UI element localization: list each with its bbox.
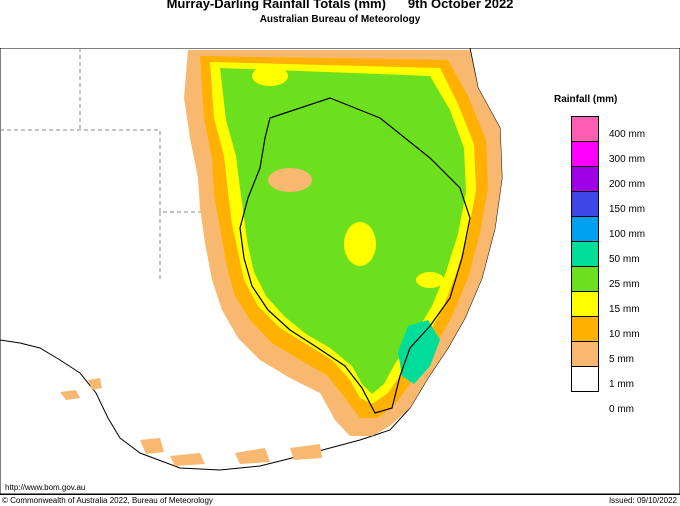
legend-label-150: 150 mm bbox=[609, 204, 646, 215]
legend-label-25: 25 mm bbox=[609, 279, 640, 290]
source-url: http://www.bom.gov.au bbox=[5, 483, 86, 492]
legend-swatch-1 bbox=[572, 367, 598, 391]
title-text: Murray-Darling Rainfall Totals (mm) bbox=[166, 0, 386, 11]
rain-yellow-patch-1 bbox=[344, 222, 376, 266]
legend-swatch-5 bbox=[572, 342, 598, 367]
legend-label-10: 10 mm bbox=[609, 329, 640, 340]
rain-50mm-zone bbox=[398, 320, 440, 384]
southern-coast-rain bbox=[60, 378, 322, 466]
copyright-notice: © Commonwealth of Australia 2022, Bureau… bbox=[2, 496, 213, 505]
legend-swatch-25 bbox=[572, 267, 598, 292]
legend-swatch-200 bbox=[572, 167, 598, 192]
legend-swatch-50 bbox=[572, 242, 598, 267]
legend-label-300: 300 mm bbox=[609, 154, 646, 165]
rain-patch-sa-1 bbox=[88, 378, 102, 390]
legend-swatch-100 bbox=[572, 217, 598, 242]
legend-title: Rainfall (mm) bbox=[554, 94, 618, 105]
legend-label-0: 0 mm bbox=[609, 404, 634, 415]
legend-label-15: 15 mm bbox=[609, 304, 640, 315]
rain-patch-vic-2 bbox=[170, 453, 205, 466]
basin-boundary bbox=[239, 97, 471, 414]
rain-dry-pocket bbox=[268, 168, 312, 192]
rain-patch-vic-3 bbox=[235, 448, 270, 464]
legend-label-50: 50 mm bbox=[609, 254, 640, 265]
rain-patch-vic-4 bbox=[290, 444, 322, 460]
legend-label-5: 5 mm bbox=[609, 354, 634, 365]
legend-swatch-15 bbox=[572, 292, 598, 317]
legend-label-200: 200 mm bbox=[609, 179, 646, 190]
title-date: 9th October 2022 bbox=[407, 0, 514, 11]
legend-label-100: 100 mm bbox=[609, 229, 646, 240]
legend-label-400: 400 mm bbox=[609, 129, 646, 140]
issued-date: Issued: 09/10/2022 bbox=[608, 496, 677, 505]
map-subtitle: Australian Bureau of Meteorology bbox=[259, 14, 421, 25]
rain-25mm-zone bbox=[220, 68, 466, 394]
map-title: Murray-Darling Rainfall Totals (mm) 9th O… bbox=[0, 0, 680, 11]
rain-patch-vic-1 bbox=[140, 438, 164, 454]
legend-swatch-300 bbox=[572, 142, 598, 167]
legend-label-1: 1 mm bbox=[609, 379, 634, 390]
rain-yellow-patch-3 bbox=[416, 272, 444, 288]
rainfall-legend bbox=[571, 116, 599, 392]
legend-swatch-150 bbox=[572, 192, 598, 217]
legend-swatch-400 bbox=[572, 117, 598, 142]
rain-patch-sa-2 bbox=[60, 390, 80, 400]
legend-swatch-10 bbox=[572, 317, 598, 342]
footer-divider bbox=[0, 494, 680, 495]
rainfall-map bbox=[0, 48, 680, 494]
rain-yellow-patch-2 bbox=[252, 66, 288, 86]
